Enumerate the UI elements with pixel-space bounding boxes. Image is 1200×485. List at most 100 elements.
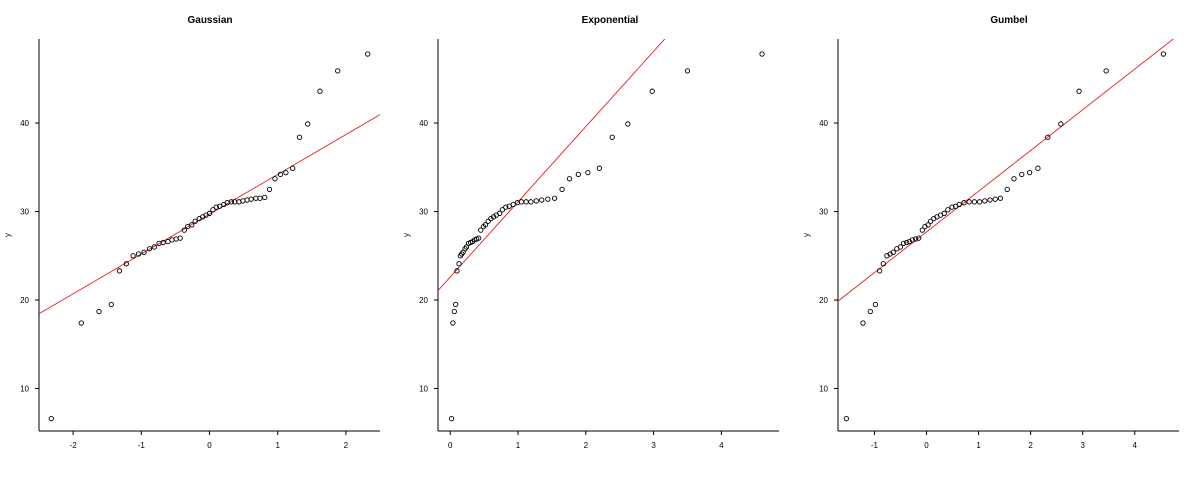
data-point bbox=[523, 199, 529, 205]
data-point bbox=[949, 204, 955, 210]
data-point bbox=[485, 218, 491, 224]
data-point bbox=[48, 415, 54, 422]
x-tick-label: 3 bbox=[1080, 441, 1085, 450]
y-tick-label: 10 bbox=[20, 385, 29, 394]
data-point bbox=[146, 246, 153, 252]
y-tick-label: 20 bbox=[419, 296, 428, 305]
data-point bbox=[900, 240, 907, 247]
y-tick-label: 40 bbox=[819, 119, 828, 128]
data-point bbox=[365, 51, 371, 57]
data-point bbox=[867, 308, 873, 315]
data-point bbox=[454, 268, 460, 274]
data-point bbox=[912, 236, 919, 242]
data-point bbox=[213, 204, 219, 210]
data-point bbox=[116, 268, 123, 274]
data-point bbox=[528, 199, 534, 205]
data-point bbox=[283, 169, 289, 176]
x-tick-label: -1 bbox=[138, 441, 146, 450]
x-tick-label: 0 bbox=[448, 441, 453, 450]
data-point bbox=[759, 51, 765, 57]
data-point bbox=[992, 196, 998, 202]
panel-title: Exponential bbox=[582, 15, 639, 26]
data-point bbox=[476, 235, 482, 241]
data-point bbox=[625, 121, 631, 127]
data-point bbox=[897, 244, 904, 250]
data-point bbox=[1160, 51, 1167, 57]
data-point bbox=[151, 244, 157, 250]
x-tick-label: 1 bbox=[275, 441, 280, 450]
panel-exponential: Exponential 10 20 30 40 0 1 2 3 4 y bbox=[402, 15, 779, 450]
data-point bbox=[1004, 186, 1010, 193]
x-tick-label: 1 bbox=[516, 441, 521, 450]
data-point bbox=[1035, 165, 1041, 171]
x-tick-label: 0 bbox=[924, 441, 929, 450]
data-point bbox=[248, 196, 254, 202]
data-point bbox=[192, 218, 198, 224]
data-point bbox=[497, 210, 503, 216]
data-point bbox=[448, 415, 455, 422]
x-tick-label: -2 bbox=[70, 441, 78, 450]
data-point bbox=[919, 227, 925, 233]
data-point bbox=[976, 199, 983, 205]
reference-line bbox=[39, 114, 380, 315]
x-tick-label: 2 bbox=[344, 441, 349, 450]
data-point bbox=[559, 186, 565, 193]
data-point bbox=[206, 210, 213, 216]
y-tick-label: 40 bbox=[20, 119, 29, 128]
data-point bbox=[551, 195, 558, 201]
data-point bbox=[296, 134, 303, 140]
data-point bbox=[277, 171, 284, 178]
data-point bbox=[909, 237, 916, 243]
x-tick-label: 1 bbox=[976, 441, 981, 450]
data-point bbox=[305, 121, 311, 127]
data-point bbox=[181, 227, 187, 233]
data-point bbox=[335, 68, 341, 74]
data-point bbox=[880, 261, 886, 267]
data-point bbox=[982, 198, 988, 204]
data-point bbox=[596, 165, 602, 171]
data-point bbox=[860, 320, 866, 326]
reference-line bbox=[438, 39, 666, 291]
data-point bbox=[684, 68, 691, 74]
data-point bbox=[585, 169, 591, 176]
x-tick-label: 2 bbox=[1028, 441, 1033, 450]
data-point bbox=[503, 204, 509, 210]
data-point bbox=[317, 88, 323, 94]
panel-title: Gumbel bbox=[990, 15, 1027, 26]
data-point bbox=[96, 308, 102, 315]
data-point bbox=[928, 218, 934, 224]
data-point bbox=[609, 134, 615, 140]
y-tick-label: 10 bbox=[819, 385, 828, 394]
data-point bbox=[956, 201, 962, 208]
y-axis-title: y bbox=[3, 233, 12, 237]
data-point bbox=[566, 176, 573, 182]
data-point bbox=[987, 197, 993, 203]
data-point bbox=[966, 199, 972, 205]
y-tick-label: 30 bbox=[819, 208, 828, 217]
data-point bbox=[533, 198, 539, 204]
data-point bbox=[130, 253, 136, 259]
data-point bbox=[450, 320, 456, 326]
data-point bbox=[189, 222, 195, 228]
y-tick-label: 30 bbox=[419, 208, 428, 217]
data-point bbox=[1019, 171, 1025, 178]
data-point bbox=[1076, 88, 1082, 94]
data-point bbox=[228, 199, 234, 205]
data-point bbox=[482, 222, 489, 228]
data-point bbox=[997, 195, 1004, 201]
data-point bbox=[262, 194, 268, 201]
reference-line bbox=[838, 39, 1174, 302]
data-point bbox=[575, 171, 581, 178]
data-point bbox=[272, 176, 278, 182]
data-point bbox=[941, 210, 947, 216]
x-tick-label: 2 bbox=[584, 441, 589, 450]
y-tick-label: 30 bbox=[20, 208, 29, 217]
x-tick-label: 4 bbox=[719, 441, 724, 450]
y-tick-label: 40 bbox=[419, 119, 428, 128]
data-point bbox=[925, 222, 931, 228]
data-point bbox=[451, 308, 457, 315]
data-point bbox=[1058, 121, 1064, 127]
y-tick-label: 10 bbox=[419, 385, 428, 394]
y-tick-label: 20 bbox=[819, 296, 828, 305]
